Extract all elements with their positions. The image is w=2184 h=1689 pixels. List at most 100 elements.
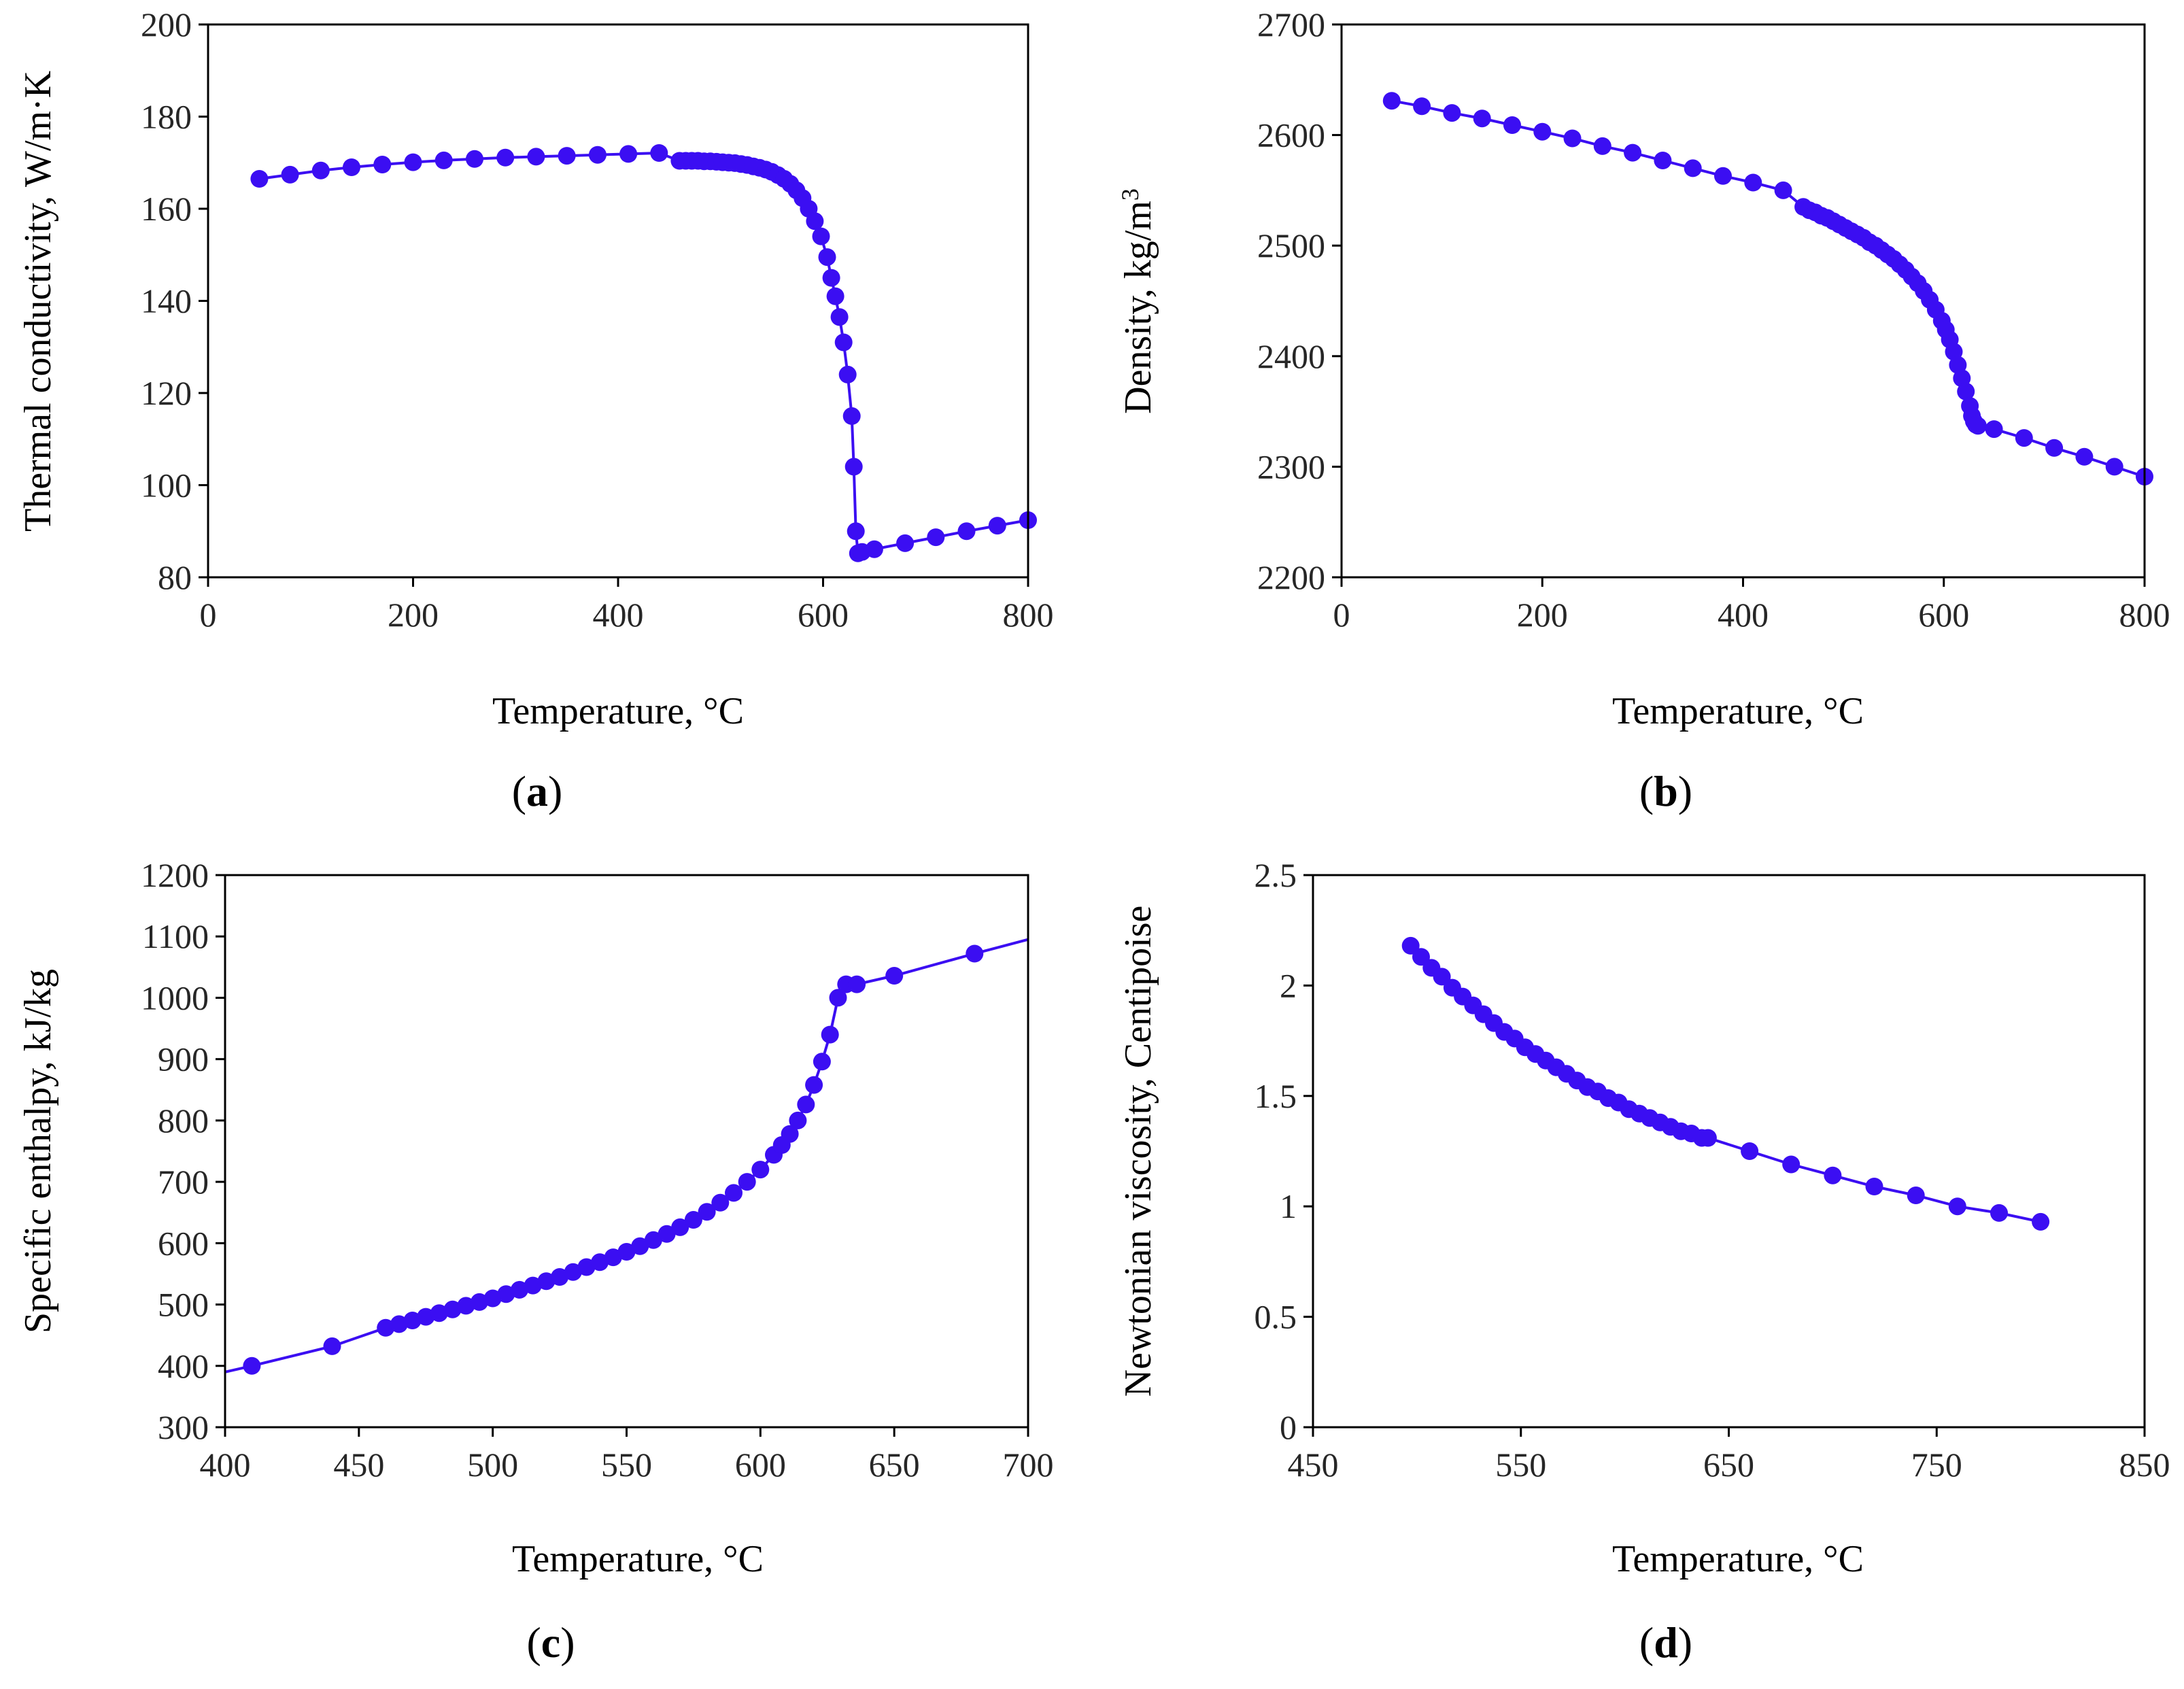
data-point	[2015, 429, 2033, 447]
data-point	[834, 333, 853, 352]
y-tick-label: 2400	[1257, 337, 1325, 375]
plot-area	[250, 144, 1037, 562]
y-tick-label: 2600	[1257, 116, 1325, 154]
data-point	[1503, 116, 1521, 134]
data-point	[591, 1253, 609, 1272]
data-point	[1699, 1129, 1717, 1147]
data-point	[564, 1263, 582, 1281]
data-point	[511, 1280, 528, 1299]
x-tick-label: 600	[735, 1446, 786, 1484]
y-tick-label: 700	[158, 1163, 209, 1201]
data-point	[471, 1293, 488, 1311]
y-tick-label: 160	[141, 190, 192, 228]
data-point	[1714, 167, 1732, 185]
y-tick-label: 1	[1280, 1187, 1297, 1225]
data-point	[957, 522, 976, 541]
x-tick-label: 400	[1718, 596, 1769, 634]
data-point	[281, 165, 299, 184]
data-point	[738, 1173, 756, 1191]
x-tick-label: 450	[333, 1446, 384, 1484]
series-line	[259, 151, 1029, 556]
data-point	[781, 1125, 799, 1143]
data-point	[1412, 948, 1430, 966]
data-point	[988, 517, 1006, 535]
y-axis-ticks: 0 0.5 1 1.5 2 2.5	[1255, 856, 1313, 1446]
data-point	[323, 1337, 341, 1355]
data-point	[805, 1076, 823, 1094]
data-point	[1948, 1197, 1966, 1216]
data-point	[404, 153, 422, 171]
y-tick-label: 2500	[1257, 226, 1325, 265]
data-point	[1865, 1178, 1883, 1195]
data-point	[844, 458, 863, 476]
y-axis-ticks: 80 100 120 140 160 180 200	[141, 5, 208, 596]
panel-letter: c	[541, 1618, 560, 1667]
data-point	[496, 148, 515, 167]
x-axis-title: Temperature, °C	[1612, 1538, 1864, 1580]
y-axis-title: Thermal conductivity, W/m·K	[17, 71, 59, 532]
data-point	[644, 1231, 662, 1249]
x-tick-label: 450	[1288, 1446, 1339, 1484]
data-point	[1741, 1142, 1759, 1160]
data-point	[373, 156, 392, 173]
data-point	[1473, 109, 1491, 128]
data-point	[377, 1318, 395, 1337]
data-point	[658, 1225, 676, 1243]
y-tick-label: 1200	[141, 856, 209, 894]
x-tick-label: 400	[200, 1446, 251, 1484]
y-axis-title: Specific enthalpy, kJ/kg	[17, 969, 59, 1333]
x-tick-label: 400	[593, 596, 644, 634]
panel-c-specific-enthalpy: 400 450 500 550 600 650 700 300400500600700800…	[17, 856, 1054, 1667]
y-axis-ticks: 2200 2300 2400 2500 2600 2700	[1257, 5, 1342, 596]
data-point	[1684, 159, 1702, 177]
data-point	[865, 540, 883, 558]
panel-a-thermal-conductivity: 0 200 400 600 800 80 100 120 140 160 180 200 Tempe…	[17, 5, 1054, 815]
data-point	[847, 522, 865, 541]
y-tick-label: 0	[1280, 1408, 1297, 1446]
data-point	[1985, 420, 2003, 439]
data-point	[1563, 129, 1582, 148]
x-tick-label: 700	[1003, 1446, 1054, 1484]
panel-letter: a	[526, 767, 548, 815]
y-axis-ticks: 300 400 500 600 700 800 900 1000 1100 1200	[141, 856, 225, 1446]
series-line	[1391, 99, 2145, 478]
y-tick-label: 2300	[1257, 447, 1325, 485]
plot-frame	[207, 23, 1029, 579]
y-tick-label: 1.5	[1255, 1077, 1297, 1115]
y-tick-label: 300	[158, 1408, 209, 1446]
series-line	[224, 938, 1029, 1374]
data-point	[966, 944, 984, 963]
data-point	[1907, 1187, 1925, 1204]
data-point	[821, 1025, 839, 1044]
data-point	[524, 1276, 542, 1295]
y-tick-label: 900	[158, 1040, 209, 1078]
data-point	[311, 161, 330, 180]
y-tick-label: 1000	[141, 978, 209, 1017]
data-point	[1401, 936, 1420, 955]
x-axis-title: Temperature, °C	[1612, 690, 1864, 732]
data-point	[885, 967, 904, 985]
x-axis-ticks: 0 200 400 600 800	[200, 577, 1054, 634]
y-tick-label: 800	[158, 1102, 209, 1140]
x-axis-title: Temperature, °C	[512, 1538, 764, 1580]
data-point	[1782, 1155, 1801, 1174]
panel-label: (b)	[1639, 767, 1692, 815]
data-point	[527, 148, 545, 166]
y-axis-title-superscript: 3	[1116, 188, 1144, 201]
data-point	[684, 1211, 702, 1229]
y-tick-label: 600	[158, 1224, 209, 1262]
data-point	[588, 146, 607, 164]
data-point	[1953, 369, 1971, 388]
x-tick-label: 550	[1495, 1446, 1546, 1484]
y-tick-label: 0.5	[1255, 1298, 1297, 1336]
data-point	[619, 145, 638, 163]
data-point	[2105, 458, 2123, 476]
data-point	[250, 170, 269, 188]
data-point	[1533, 122, 1552, 141]
data-point	[617, 1243, 636, 1261]
data-point	[826, 287, 844, 305]
data-point	[1945, 343, 1963, 361]
data-point	[243, 1357, 261, 1375]
data-point	[1824, 1166, 1842, 1184]
